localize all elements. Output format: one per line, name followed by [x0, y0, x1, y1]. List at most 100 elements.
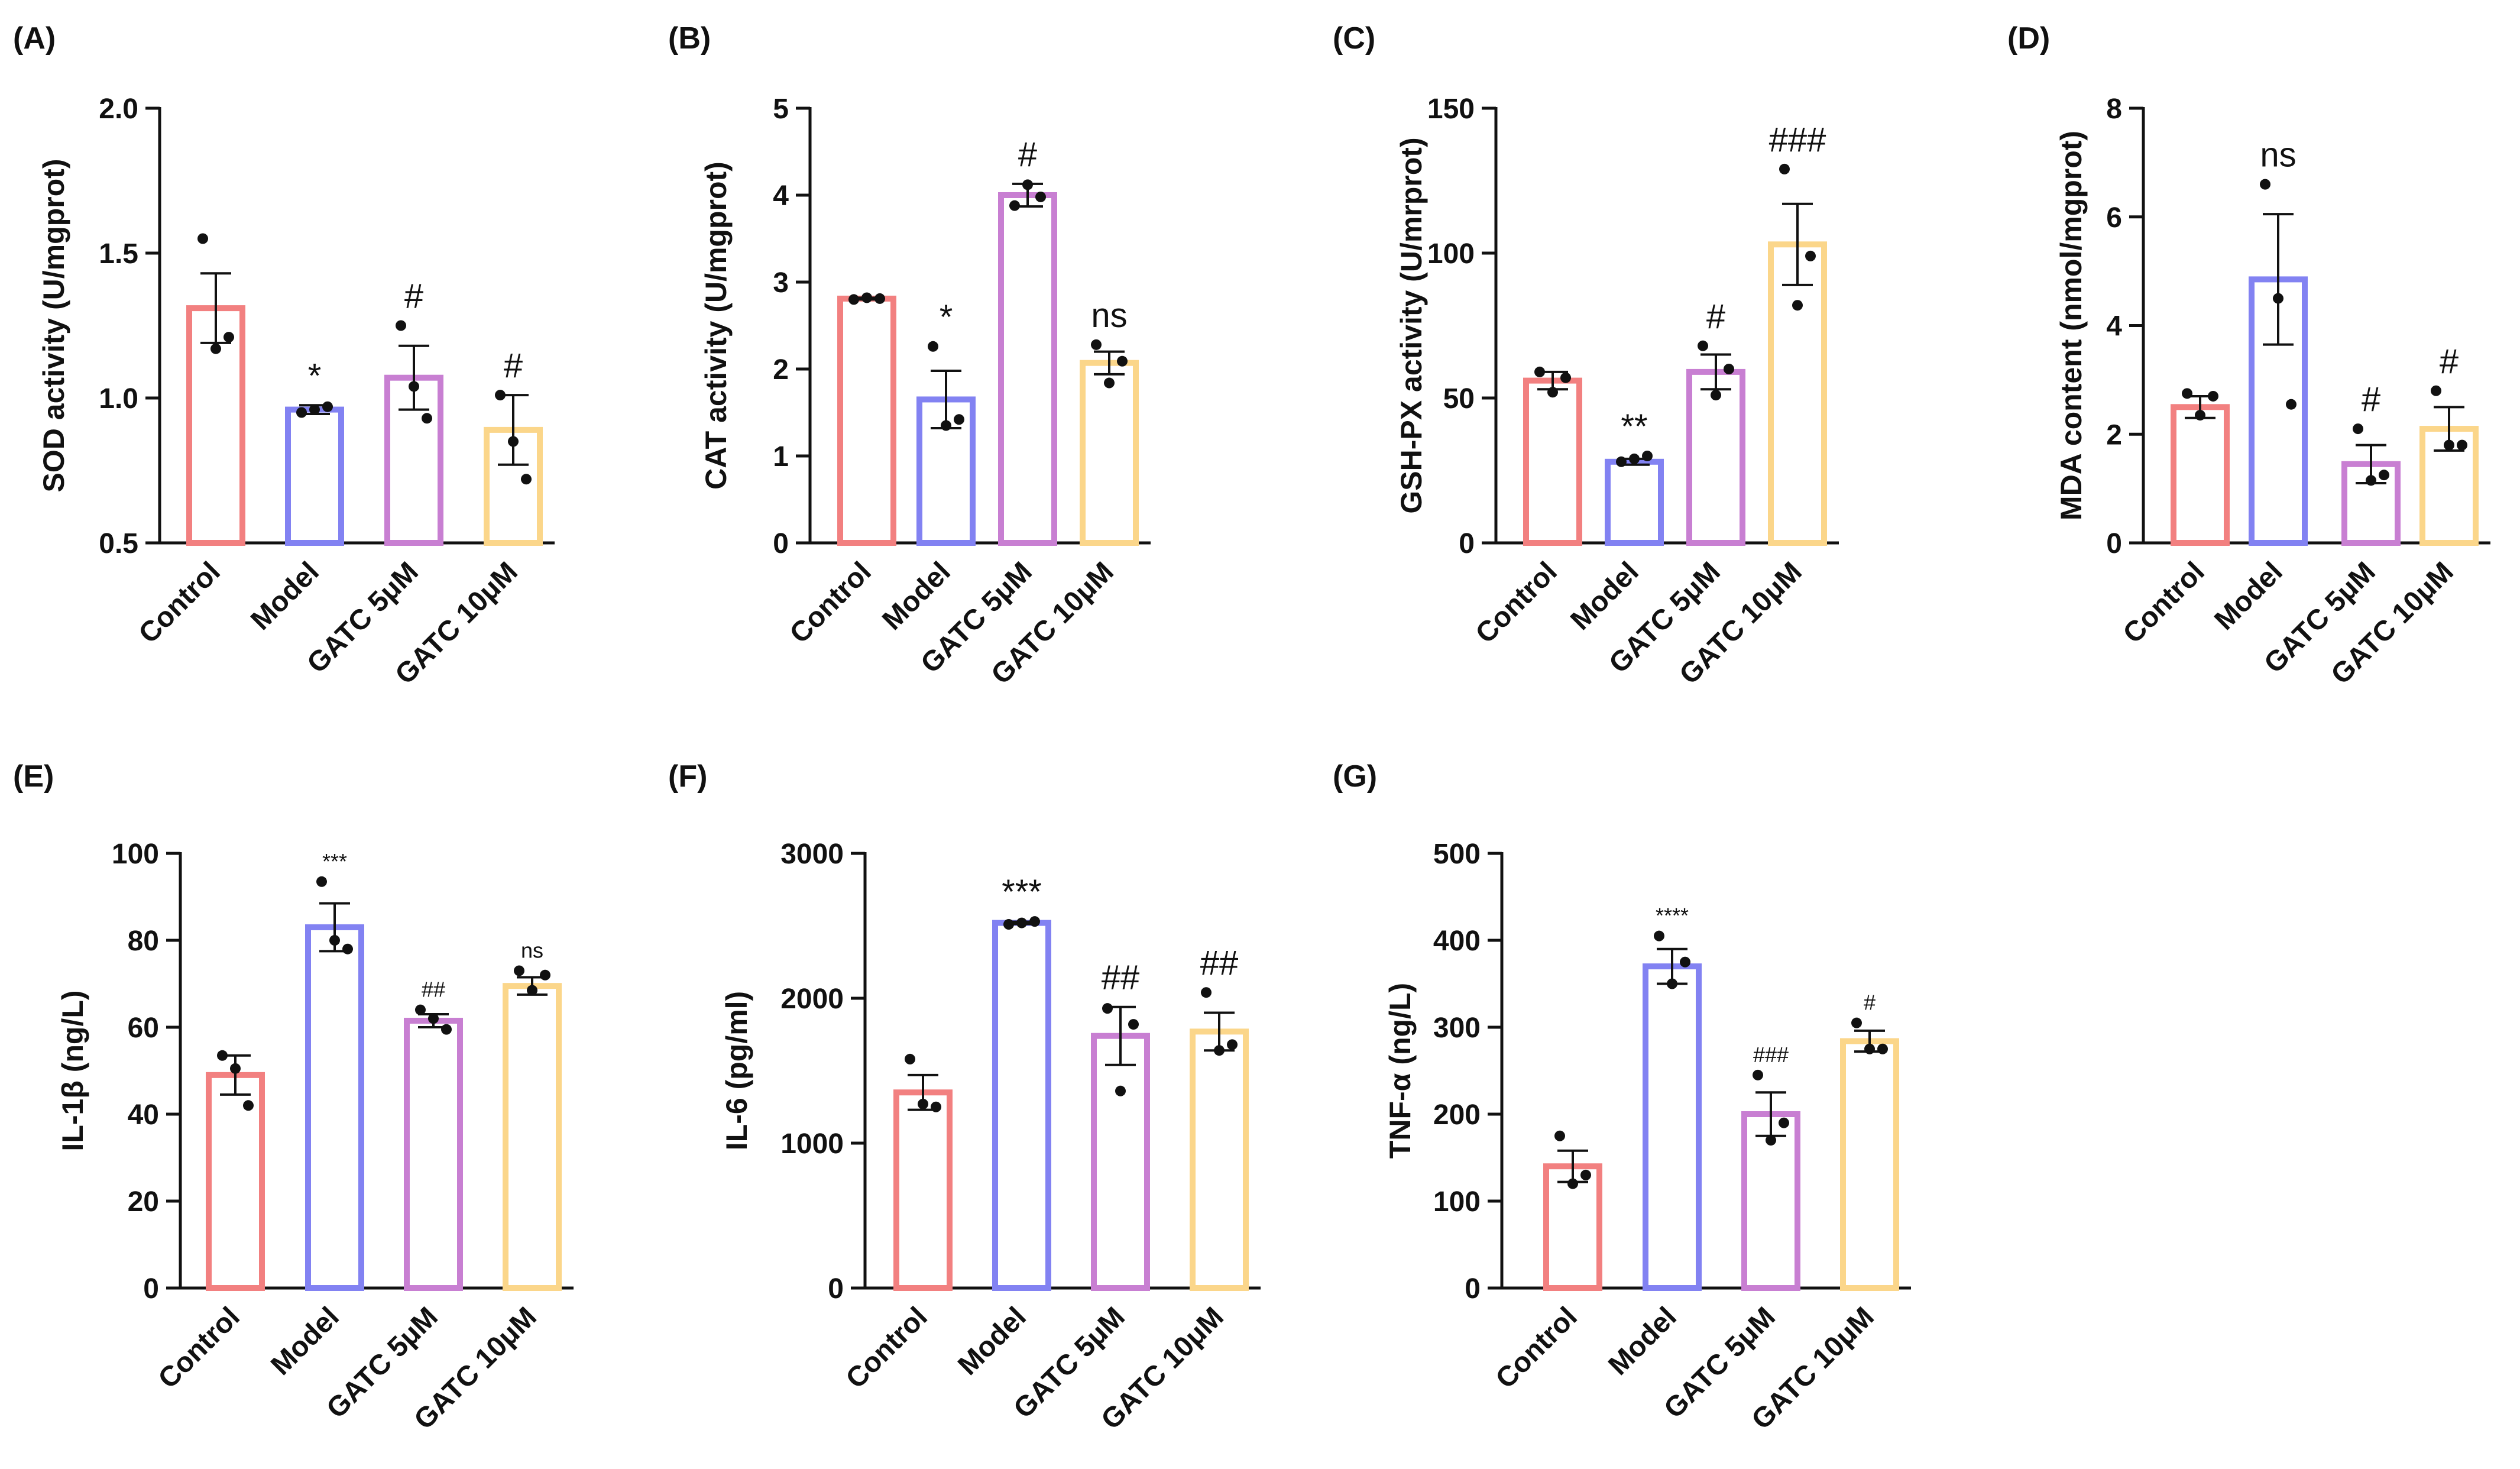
- data-point: [230, 1063, 241, 1074]
- significance-label: ***: [1002, 873, 1042, 911]
- panel-e: (E) IL-1β (ng/L) 0 20 40 60 80 100 Control *** Mod…: [13, 759, 574, 1436]
- bar: [503, 983, 562, 1292]
- data-point: [527, 985, 537, 996]
- y-tick-label: 1: [773, 441, 789, 473]
- significance-label: ##: [422, 978, 445, 1002]
- y-tick-label: 0: [828, 1273, 844, 1305]
- data-point: [1766, 1135, 1776, 1146]
- data-point: [861, 292, 872, 303]
- data-point: [874, 293, 885, 304]
- significance-label: ##: [1200, 944, 1239, 982]
- data-point: [210, 343, 221, 354]
- y-tick-label: 2.0: [99, 93, 138, 125]
- data-point: [1877, 1043, 1888, 1054]
- data-point: [1534, 366, 1545, 377]
- category-label: Control: [153, 1301, 246, 1394]
- category-label: Control: [1470, 556, 1563, 649]
- bar: [893, 1089, 953, 1291]
- data-point: [2195, 410, 2205, 421]
- data-point: [316, 876, 327, 887]
- data-point: [1214, 1045, 1225, 1056]
- bar: [1605, 458, 1664, 546]
- y-tick-label: 500: [1433, 839, 1481, 870]
- data-point: [1667, 978, 1677, 989]
- y-tick-label: 40: [128, 1099, 159, 1131]
- panel-a: (A) SOD activity (U/mgprot) 0.5 1.0 1.5 2.0 Co…: [13, 21, 555, 691]
- y-tick-label: 150: [1427, 93, 1475, 125]
- y-axis-label: IL-6 (pg/ml): [720, 991, 753, 1150]
- data-point: [1016, 917, 1027, 928]
- y-tick-label: 2: [773, 354, 789, 386]
- data-point: [905, 1053, 915, 1064]
- y-tick-label: 20: [128, 1186, 159, 1218]
- panel-label: (B): [668, 21, 711, 56]
- data-point: [396, 320, 406, 331]
- y-tick-label: 0: [2106, 528, 2122, 559]
- category-label: Model: [1602, 1301, 1683, 1381]
- data-point: [1022, 179, 1033, 190]
- data-point: [217, 1050, 228, 1061]
- y-tick-label: 80: [128, 926, 159, 957]
- data-point: [495, 390, 506, 401]
- y-tick-label: 8: [2106, 93, 2122, 125]
- data-point: [1115, 1085, 1126, 1096]
- y-tick-label: 3: [773, 267, 789, 299]
- y-axis-label: MDA content (nmol/mgprot): [2055, 131, 2088, 520]
- panel-label: (A): [13, 21, 56, 56]
- data-point: [1711, 390, 1721, 401]
- data-point: [2379, 470, 2389, 481]
- data-point: [342, 943, 353, 954]
- data-point: [329, 935, 340, 946]
- data-point: [197, 233, 208, 244]
- data-point: [2286, 399, 2296, 410]
- data-point: [2260, 179, 2270, 190]
- data-point: [2353, 423, 2363, 435]
- data-point: [1642, 451, 1653, 461]
- data-point: [2431, 385, 2441, 396]
- y-tick-label: 300: [1433, 1012, 1481, 1044]
- bar: [837, 295, 896, 546]
- y-tick-label: 0: [773, 528, 789, 559]
- y-tick-label: 400: [1433, 926, 1481, 957]
- y-tick-label: 4: [2106, 311, 2122, 342]
- data-point: [1003, 919, 1014, 930]
- data-point: [322, 401, 333, 412]
- category-label: Model: [2208, 556, 2289, 636]
- y-tick-label: 1.5: [99, 238, 138, 270]
- significance-label: ns: [1091, 296, 1127, 335]
- data-point: [1792, 300, 1803, 311]
- y-tick-label: 50: [1443, 383, 1475, 415]
- category-label: Control: [1490, 1301, 1583, 1394]
- y-tick-label: 60: [128, 1012, 159, 1044]
- data-point: [243, 1100, 254, 1111]
- data-point: [2208, 390, 2218, 402]
- significance-label: #: [1864, 991, 1876, 1015]
- data-point: [928, 341, 938, 352]
- data-point: [2457, 439, 2467, 451]
- bar: [2171, 404, 2230, 546]
- data-point: [1128, 1019, 1139, 1030]
- bar: [1523, 377, 1582, 546]
- data-point: [1117, 355, 1128, 367]
- y-tick-label: 0: [1465, 1273, 1481, 1305]
- significance-label: ns: [2260, 136, 2296, 174]
- bar: [206, 1072, 265, 1291]
- data-point: [1698, 340, 1708, 351]
- data-point: [1654, 930, 1664, 941]
- significance-label: #: [2440, 342, 2459, 381]
- data-point: [941, 420, 951, 431]
- bar: [992, 920, 1051, 1291]
- data-point: [224, 332, 234, 343]
- data-point: [1029, 916, 1040, 927]
- bar: [404, 1017, 463, 1291]
- data-point: [1104, 377, 1115, 389]
- significance-label: ns: [521, 938, 543, 962]
- bar: [998, 192, 1057, 546]
- y-tick-label: 100: [112, 839, 159, 870]
- panel-label: (G): [1333, 759, 1377, 794]
- category-label: Control: [840, 1301, 934, 1394]
- bar: [1080, 360, 1139, 546]
- y-tick-label: 100: [1433, 1186, 1481, 1218]
- data-point: [2273, 293, 2283, 304]
